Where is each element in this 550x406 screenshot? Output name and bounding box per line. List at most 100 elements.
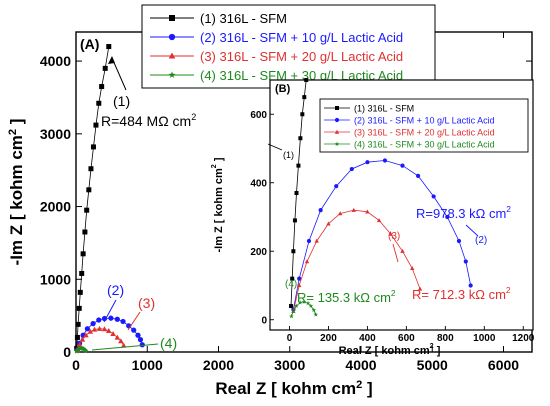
data-point bbox=[120, 318, 126, 325]
data-point bbox=[294, 191, 299, 196]
legend-b-marker bbox=[335, 106, 339, 110]
x-tick-label-b: 1200 bbox=[512, 333, 535, 344]
legend-b-entry: (4) 316L - SFM + 30 g/L Lactic Acid bbox=[354, 140, 495, 150]
series-line-1 bbox=[290, 79, 307, 307]
data-point bbox=[96, 317, 102, 323]
legend-a-box bbox=[141, 4, 436, 89]
data-point bbox=[88, 166, 94, 172]
data-point bbox=[118, 338, 124, 344]
data-point bbox=[365, 160, 370, 165]
legend-b-entry: (2) 316L - SFM + 10 g/L Lactic Acid bbox=[354, 116, 495, 126]
y-tick-label-b: 200 bbox=[250, 247, 267, 258]
data-point bbox=[314, 238, 319, 243]
data-point bbox=[131, 327, 137, 333]
y-tick-label-b: 600 bbox=[250, 110, 267, 121]
data-point bbox=[75, 321, 81, 327]
annotation-series-3: (3) bbox=[138, 295, 155, 311]
data-point bbox=[301, 299, 307, 304]
data-point bbox=[318, 208, 323, 213]
legend-b-box bbox=[319, 98, 529, 153]
data-point bbox=[108, 315, 114, 321]
data-point bbox=[96, 100, 102, 106]
data-point bbox=[382, 158, 388, 163]
data-point bbox=[80, 251, 86, 257]
data-point bbox=[79, 336, 86, 342]
data-point bbox=[87, 328, 93, 334]
data-point bbox=[298, 136, 303, 141]
data-point bbox=[456, 238, 462, 244]
x-tick-label-a: 3000 bbox=[274, 357, 305, 373]
data-point bbox=[90, 144, 96, 150]
data-point bbox=[114, 334, 121, 340]
data-point bbox=[84, 207, 90, 213]
x-tick-label-a: 0 bbox=[72, 357, 80, 373]
data-point bbox=[93, 122, 99, 128]
annotation-r-978: R=978.3 kΩ cm2 bbox=[416, 204, 511, 221]
x-axis-label-a: Real Z [ kohm cm2 ] bbox=[215, 379, 372, 398]
data-point bbox=[297, 300, 303, 305]
y-tick-label-a: 3000 bbox=[40, 126, 71, 142]
data-point bbox=[291, 308, 296, 314]
data-point bbox=[417, 286, 423, 291]
x-tick-label-b: 800 bbox=[437, 333, 454, 344]
legend-b-marker bbox=[334, 129, 340, 134]
data-point bbox=[76, 341, 83, 347]
data-point bbox=[289, 304, 294, 309]
data-point bbox=[74, 334, 80, 340]
legend-a-entry: (2) 316L - SFM + 10 g/L Lactic Acid bbox=[200, 30, 403, 45]
annotation-b-arrow-3 bbox=[392, 243, 399, 263]
panel-label-b: (B) bbox=[275, 83, 291, 95]
data-point bbox=[139, 342, 145, 348]
data-point bbox=[415, 173, 421, 178]
data-point bbox=[82, 229, 88, 235]
data-point bbox=[291, 249, 296, 254]
y-tick-label-b: 0 bbox=[261, 316, 267, 327]
data-point bbox=[308, 303, 314, 308]
annotation-arrow-4 bbox=[91, 343, 159, 351]
data-point bbox=[81, 346, 87, 352]
legend-b-entry: (1) 316L - SFM bbox=[354, 104, 414, 114]
x-tick-label-a: 5000 bbox=[417, 357, 448, 373]
data-point bbox=[297, 283, 302, 288]
y-axis-label-b: -Im Z [ kohm cm2 ] bbox=[210, 157, 225, 252]
x-tick-label-b: 400 bbox=[359, 333, 376, 344]
data-point bbox=[294, 303, 299, 308]
data-point bbox=[120, 342, 127, 348]
data-point bbox=[431, 194, 436, 199]
data-point bbox=[101, 315, 108, 322]
data-point bbox=[313, 312, 319, 317]
data-point bbox=[77, 289, 83, 295]
data-point bbox=[106, 328, 112, 334]
y-tick-label-a: 4000 bbox=[40, 53, 71, 69]
x-axis-label-b: Real Z [ kohm cm2 ] bbox=[339, 342, 441, 357]
annotation-arrow-2 bbox=[103, 299, 117, 323]
data-point bbox=[106, 44, 112, 50]
data-point bbox=[463, 259, 468, 264]
y-tick-label-a: 2000 bbox=[40, 199, 71, 215]
data-point bbox=[349, 166, 354, 172]
data-point bbox=[376, 218, 382, 223]
data-point bbox=[82, 347, 89, 354]
legend-a-marker bbox=[169, 15, 175, 21]
annotation-r-484: R=484 MΩ cm2 bbox=[101, 112, 196, 129]
legend-a-marker bbox=[168, 33, 176, 41]
data-point bbox=[290, 276, 295, 281]
data-point bbox=[83, 332, 89, 338]
data-point bbox=[114, 316, 120, 322]
data-point bbox=[302, 95, 307, 100]
data-point bbox=[292, 218, 297, 223]
annotation-b-series-1: (1) bbox=[283, 150, 294, 160]
data-point bbox=[289, 313, 294, 319]
legend-a-entry: (4) 316L - SFM + 30 g/L Lactic Acid bbox=[200, 68, 403, 83]
data-point bbox=[337, 211, 343, 216]
y-axis-label-a: -Im Z [ kohm cm2 ] bbox=[7, 119, 26, 266]
x-tick-label-b: 600 bbox=[398, 333, 415, 344]
data-point bbox=[82, 347, 88, 353]
data-point bbox=[305, 300, 311, 306]
legend-a-entry: (3) 316L - SFM + 20 g/L Lactic Acid bbox=[200, 49, 403, 64]
annotation-series-4: (4) bbox=[160, 335, 177, 351]
data-point bbox=[96, 325, 103, 331]
legend-a-marker bbox=[168, 71, 176, 78]
data-point bbox=[300, 112, 305, 117]
